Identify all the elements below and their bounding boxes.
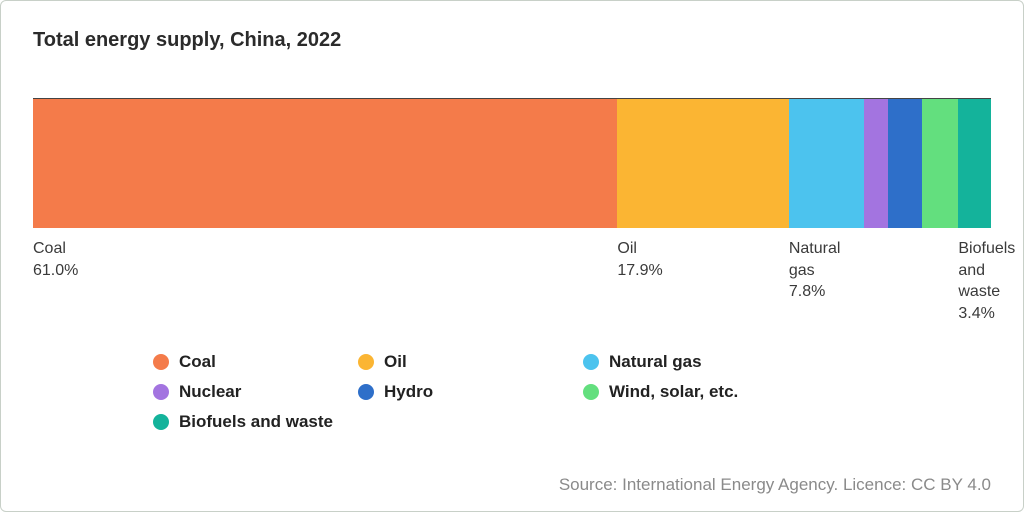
legend-label: Wind, solar, etc. xyxy=(609,382,738,402)
segment-coal xyxy=(33,99,617,228)
legend-item-oil: Oil xyxy=(358,352,583,372)
segment-biofuels xyxy=(958,99,991,228)
swatch-icon xyxy=(358,354,374,370)
bar-label-value: 3.4% xyxy=(958,303,994,325)
legend-item-biofuels: Biofuels and waste xyxy=(153,412,358,432)
legend-label: Oil xyxy=(384,352,407,372)
segment-wind xyxy=(922,99,958,228)
swatch-icon xyxy=(583,354,599,370)
segment-nuclear xyxy=(864,99,889,228)
bar-track xyxy=(33,98,991,228)
bar-label-name: Oil xyxy=(617,238,637,260)
source-attribution: Source: International Energy Agency. Lic… xyxy=(559,475,991,495)
swatch-icon xyxy=(583,384,599,400)
bar-label-name: Natural gas xyxy=(789,238,864,281)
swatch-icon xyxy=(358,384,374,400)
legend-label: Natural gas xyxy=(609,352,702,372)
segment-natgas xyxy=(789,99,864,228)
swatch-icon xyxy=(153,384,169,400)
bar-label-value: 61.0% xyxy=(33,260,78,282)
legend: Coal Oil Natural gas Nuclear Hydro Wind,… xyxy=(153,352,991,432)
legend-item-nuclear: Nuclear xyxy=(153,382,358,402)
legend-label: Coal xyxy=(179,352,216,372)
bar-label-oil: Oil 17.9% xyxy=(617,238,788,324)
bar-label-value: 17.9% xyxy=(617,260,662,282)
stacked-bar-chart: Coal 61.0% Oil 17.9% Natural gas 7.8% Bi… xyxy=(33,98,991,324)
chart-title: Total energy supply, China, 2022 xyxy=(33,29,991,52)
bar-label-coal: Coal 61.0% xyxy=(33,238,617,324)
legend-item-hydro: Hydro xyxy=(358,382,583,402)
swatch-icon xyxy=(153,354,169,370)
legend-label: Nuclear xyxy=(179,382,241,402)
legend-item-natgas: Natural gas xyxy=(583,352,833,372)
bar-labels-row: Coal 61.0% Oil 17.9% Natural gas 7.8% Bi… xyxy=(33,238,991,324)
legend-label: Biofuels and waste xyxy=(179,412,333,432)
swatch-icon xyxy=(153,414,169,430)
bar-label-name: Coal xyxy=(33,238,66,260)
segment-oil xyxy=(617,99,788,228)
legend-item-coal: Coal xyxy=(153,352,358,372)
bar-label-value: 7.8% xyxy=(789,281,825,303)
bar-label-biofuels: Biofuels and waste 3.4% xyxy=(958,238,991,324)
legend-item-wind: Wind, solar, etc. xyxy=(583,382,833,402)
bar-label-natgas: Natural gas 7.8% xyxy=(789,238,864,324)
segment-hydro xyxy=(888,99,922,228)
legend-label: Hydro xyxy=(384,382,433,402)
bar-label-name: Biofuels and waste xyxy=(958,238,1015,303)
